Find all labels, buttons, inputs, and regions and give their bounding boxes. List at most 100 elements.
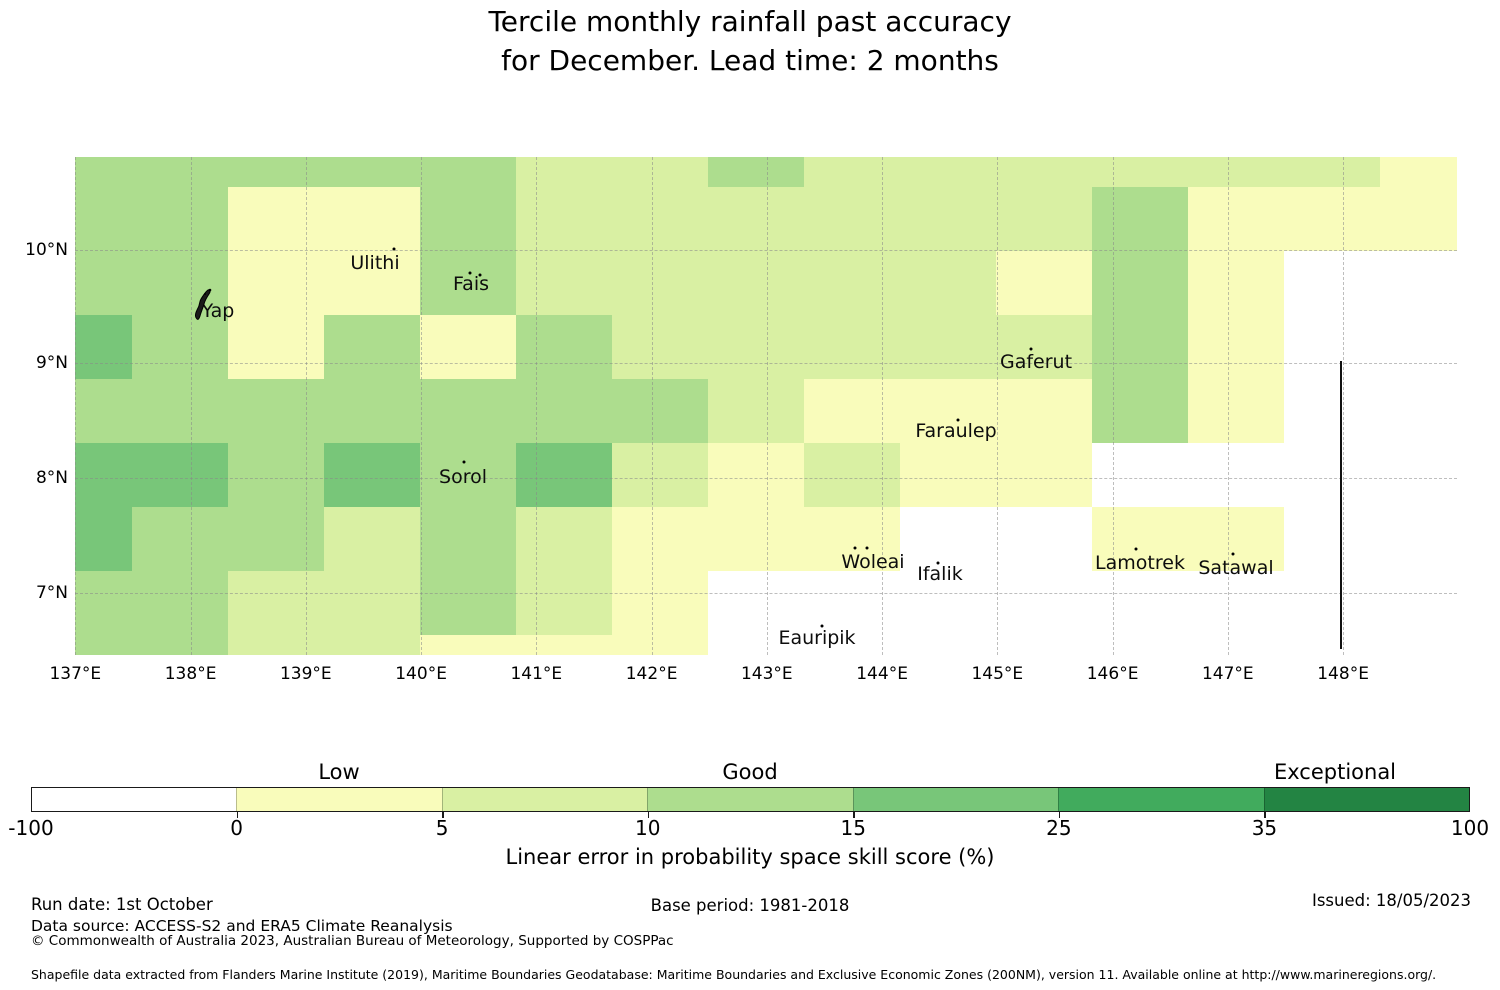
- grid-cell: [1188, 635, 1284, 655]
- x-axis-tick-label: 146°E: [1086, 664, 1139, 684]
- colorbar-axis-label: Linear error in probability space skill …: [505, 845, 995, 869]
- island-dot: [956, 418, 960, 422]
- grid-cell: [996, 315, 1092, 379]
- grid-cell: [804, 251, 900, 315]
- grid-cell: [132, 315, 228, 379]
- island-dot: [853, 546, 857, 550]
- grid-cell: [804, 507, 900, 571]
- grid-cell: [75, 507, 132, 571]
- grid-cell: [708, 251, 804, 315]
- grid-cell: [516, 635, 612, 655]
- grid-cell: [1188, 379, 1284, 443]
- longitude-gridline: [1112, 157, 1114, 655]
- longitude-gridline: [997, 157, 999, 655]
- colorbar-boundary-label: 100: [1450, 816, 1490, 840]
- island-dot: [462, 460, 466, 464]
- grid-cell: [228, 507, 324, 571]
- colorbar-tick: [647, 812, 650, 818]
- grid-cell: [132, 157, 228, 187]
- grid-cell: [996, 379, 1092, 443]
- grid-cell: [132, 251, 228, 315]
- grid-cell: [612, 507, 708, 571]
- figure-title-line2: for December. Lead time: 2 months: [501, 44, 999, 77]
- x-axis-tick-label: 144°E: [856, 664, 908, 684]
- grid-cell: [708, 571, 804, 635]
- grid-cell: [420, 315, 516, 379]
- island-dot: [468, 271, 472, 275]
- grid-cell: [420, 507, 516, 571]
- longitude-gridline: [882, 157, 884, 655]
- grid-cell: [1380, 635, 1457, 655]
- y-axis-tick-label: 7°N: [35, 583, 68, 603]
- colorbar-tick: [853, 812, 855, 818]
- grid-cell: [324, 187, 420, 251]
- island-dot: [1029, 347, 1033, 351]
- grid-cell: [708, 157, 804, 187]
- colorbar-segment: [647, 788, 853, 811]
- grid-cell: [1284, 251, 1380, 315]
- grid-cell: [1284, 379, 1380, 443]
- grid-cell: [900, 507, 996, 571]
- grid-cell: [516, 379, 612, 443]
- island-dot: [1231, 552, 1235, 556]
- island-label-yap: Yap: [201, 300, 235, 322]
- colorbar-tick: [236, 812, 239, 818]
- grid-cell: [996, 507, 1092, 571]
- footer-base-period: Base period: 1981-2018: [650, 896, 850, 915]
- grid-cell: [1284, 157, 1380, 187]
- longitude-gridline: [190, 157, 192, 655]
- grid-cell: [324, 443, 420, 507]
- colorbar-boundary-label: 5: [435, 816, 449, 840]
- grid-cell: [228, 379, 324, 443]
- grid-cell: [228, 187, 324, 251]
- grid-cell: [1092, 187, 1188, 251]
- longitude-gridline: [75, 157, 77, 655]
- island-label-sorol: Sorol: [439, 466, 487, 488]
- grid-cell: [900, 443, 996, 507]
- grid-cell: [324, 157, 420, 187]
- grid-cell: [1380, 157, 1457, 187]
- colorbar-segment: [1058, 788, 1264, 811]
- grid-cell: [75, 251, 132, 315]
- footer-run-date: Run date: 1st October: [31, 895, 213, 914]
- grid-cell: [900, 157, 996, 187]
- colorbar-boundary-label: 0: [230, 816, 243, 840]
- grid-cell: [132, 571, 228, 635]
- grid-cell: [996, 571, 1092, 635]
- grid-cell: [516, 315, 612, 379]
- latitude-gridline: [75, 250, 1457, 251]
- island-label-ifalik: Ifalik: [917, 563, 963, 585]
- grid-cell: [612, 379, 708, 443]
- island-label-woleai: Woleai: [841, 551, 905, 573]
- longitude-gridline: [536, 157, 538, 655]
- grid-cell: [804, 443, 900, 507]
- grid-cell: [996, 157, 1092, 187]
- grid-cell: [324, 635, 420, 655]
- grid-cell: [132, 507, 228, 571]
- grid-cell: [324, 571, 420, 635]
- grid-cell: [900, 251, 996, 315]
- grid-cell: [996, 187, 1092, 251]
- grid-cell: [1092, 507, 1188, 571]
- grid-cell: [900, 379, 996, 443]
- grid-cell: [900, 635, 996, 655]
- grid-cell: [996, 635, 1092, 655]
- grid-cell: [1092, 571, 1188, 635]
- grid-cell: [1092, 157, 1188, 187]
- grid-cell: [1092, 635, 1188, 655]
- grid-cell: [420, 571, 516, 635]
- grid-cell: [1380, 507, 1457, 571]
- longitude-gridline: [1343, 157, 1345, 655]
- eez-boundary-line: [1340, 361, 1342, 649]
- grid-cell: [324, 379, 420, 443]
- y-axis-tick-label: 9°N: [35, 353, 68, 373]
- island-dot: [865, 546, 869, 550]
- latitude-gridline: [75, 478, 1457, 479]
- grid-cell: [1284, 571, 1380, 635]
- grid-cell: [1380, 571, 1457, 635]
- grid-cell: [228, 157, 324, 187]
- grid-cell: [228, 635, 324, 655]
- grid-cell: [1380, 379, 1457, 443]
- island-dot: [1134, 547, 1138, 551]
- grid-cell: [1188, 157, 1284, 187]
